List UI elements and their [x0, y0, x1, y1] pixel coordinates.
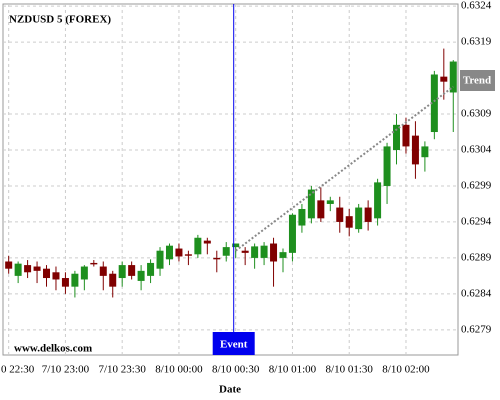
candle-body [374, 182, 382, 219]
event-label-box [212, 332, 255, 355]
candle-body [128, 265, 136, 276]
candle-body [71, 273, 79, 287]
y-tick-label: 0.6284 [461, 287, 492, 299]
candle-body [61, 278, 69, 287]
candle-body [24, 265, 32, 273]
x-tick-label: 8/10 01:30 [326, 364, 374, 376]
candle-body [307, 189, 315, 219]
candle-body [194, 237, 202, 255]
y-tick-label: 0.6324 [461, 0, 492, 12]
candle-body [393, 124, 401, 151]
trend-label-box [460, 70, 495, 91]
candle-body [345, 216, 353, 228]
candle-body [213, 257, 221, 260]
candle-body [99, 266, 107, 276]
y-tick-label: 0.6304 [461, 144, 492, 156]
candle-body [14, 263, 22, 276]
candle-body [90, 262, 98, 265]
candle-body [383, 146, 391, 186]
candle-body [411, 135, 419, 165]
candle-body [326, 200, 334, 204]
candle-body [251, 246, 259, 258]
trend-line [235, 85, 454, 252]
x-tick-label: 8/10 00:00 [155, 364, 203, 376]
x-tick-label: 8/10 01:00 [269, 364, 317, 376]
y-tick-label: 0.6294 [461, 215, 492, 227]
candle-body [421, 146, 429, 158]
y-tick-label: 0.6299 [461, 180, 492, 192]
candle-body [43, 268, 51, 279]
x-tick-label: 7/10 23:30 [99, 364, 147, 376]
candle-body [288, 214, 296, 253]
event-label: Event [220, 339, 248, 351]
candle-body [175, 248, 183, 257]
candle-body [165, 245, 173, 260]
chart-title: NZDUSD 5 (FOREX) [9, 14, 111, 26]
candle-body [260, 245, 268, 258]
candle-body [364, 207, 372, 222]
candle-body [156, 250, 164, 269]
candle-body [80, 266, 88, 280]
candle-body [298, 208, 306, 226]
candle-body [5, 261, 13, 269]
candle-body [137, 270, 145, 281]
candle-body [147, 262, 155, 276]
candle-body [222, 247, 230, 256]
candle-body [232, 243, 240, 248]
candle-body [336, 207, 344, 222]
x-tick-label: 8/10 00:30 [212, 364, 260, 376]
y-tick-label: 0.6289 [461, 251, 492, 263]
candle-body [430, 74, 438, 133]
plot-frame [2, 3, 459, 356]
y-tick-label: 0.6309 [461, 108, 492, 120]
x-axis-label: Date [219, 384, 241, 396]
candle-body [279, 252, 287, 258]
candle-body [402, 124, 410, 147]
candle-body [109, 273, 117, 287]
x-tick-label: 0 22:30 [1, 364, 35, 376]
candle-body [440, 76, 448, 82]
candle-body [184, 254, 192, 256]
trend-label: Trend [463, 75, 491, 87]
candle-body [33, 266, 41, 271]
x-tick-label: 7/10 23:00 [42, 364, 90, 376]
y-tick-label: 0.6279 [461, 323, 492, 335]
candle-body [449, 61, 457, 93]
candle-body [355, 207, 363, 230]
x-tick-label: 8/10 02:00 [382, 364, 430, 376]
candle-body [118, 265, 126, 279]
candle-body [203, 240, 211, 244]
candle-body [241, 250, 249, 253]
candle-body [317, 200, 325, 219]
candle-body [270, 243, 278, 262]
y-tick-label: 0.6319 [461, 36, 492, 48]
candle-body [52, 272, 60, 280]
watermark: www.delkos.com [14, 343, 92, 355]
